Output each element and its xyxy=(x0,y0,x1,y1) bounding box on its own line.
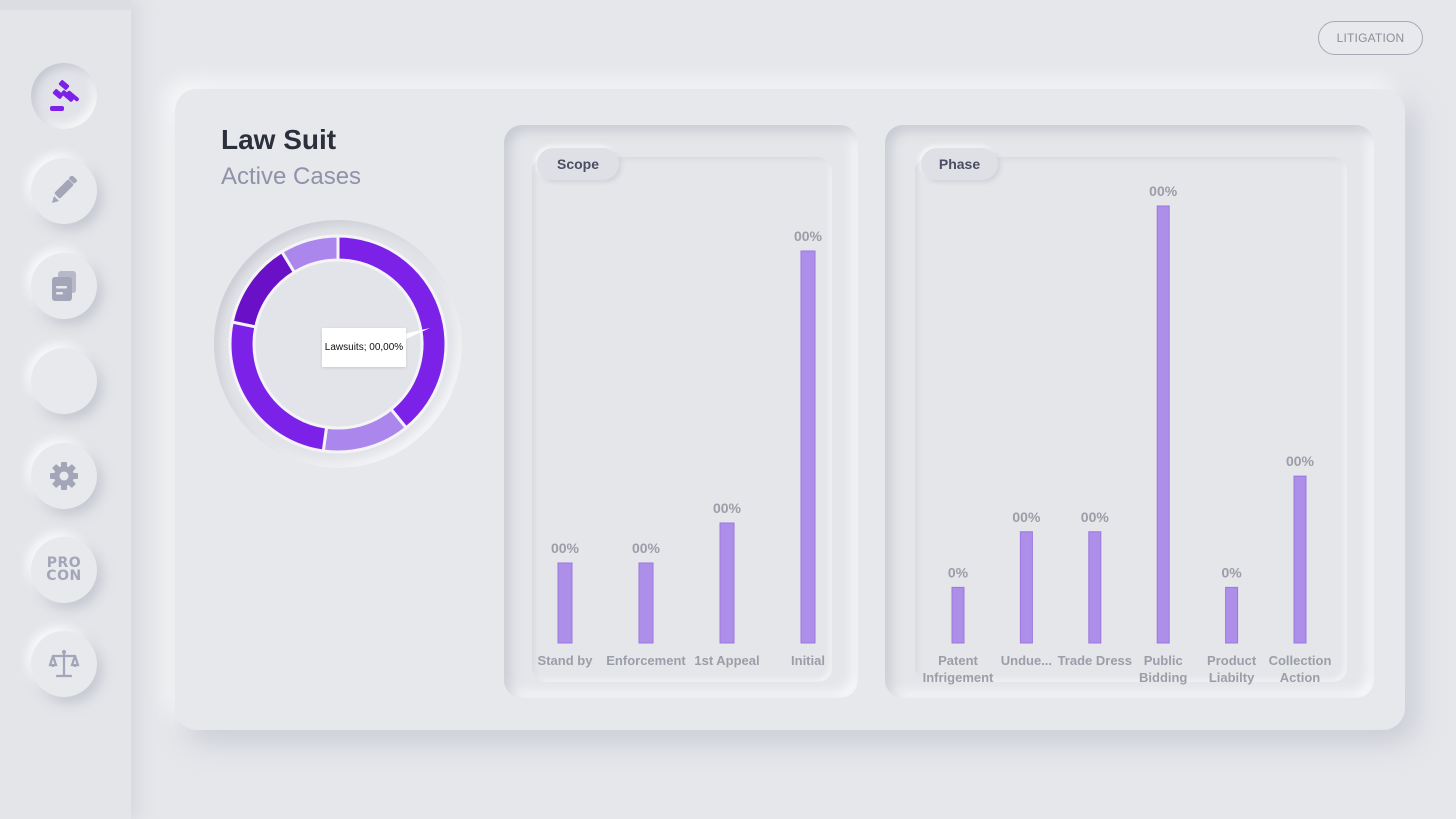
sidebar-item-blank[interactable] xyxy=(31,348,97,414)
scope-panel-inner xyxy=(532,157,832,682)
sidebar-item-justice[interactable] xyxy=(31,631,97,697)
procon-label-top: PRO xyxy=(46,555,82,571)
scope-panel xyxy=(504,125,858,698)
sidebar-item-edit[interactable] xyxy=(31,158,97,224)
page-subtitle: Active Cases xyxy=(221,163,362,190)
donut-slice[interactable] xyxy=(230,249,297,329)
sidebar-top-strip xyxy=(0,0,131,10)
scales-icon xyxy=(48,648,80,680)
sidebar-item-settings[interactable] xyxy=(31,443,97,509)
procon-label-bottom: CON xyxy=(46,568,82,584)
donut-tooltip: Lawsuits; 00,00% xyxy=(322,328,406,367)
sidebar: PRO CON xyxy=(0,0,131,819)
sidebar-item-procon[interactable]: PRO CON xyxy=(31,537,97,603)
donut-slice[interactable] xyxy=(321,407,409,454)
documents-icon xyxy=(49,269,79,303)
scope-tab[interactable]: Scope xyxy=(537,148,619,180)
pencil-icon xyxy=(49,176,79,206)
sidebar-item-documents[interactable] xyxy=(31,253,97,319)
procon-icon: PRO CON xyxy=(46,555,82,584)
donut-chart xyxy=(228,234,448,454)
phase-panel xyxy=(885,125,1374,698)
gavel-icon xyxy=(46,78,82,114)
gear-icon xyxy=(49,461,79,491)
tooltip-pointer xyxy=(404,328,430,340)
phase-panel-inner xyxy=(915,157,1347,682)
phase-tab[interactable]: Phase xyxy=(921,148,998,180)
donut-slice[interactable] xyxy=(279,234,340,275)
donut-slice[interactable] xyxy=(228,320,329,453)
sidebar-item-lawsuit[interactable] xyxy=(31,63,97,129)
page-title: Law Suit xyxy=(221,124,337,155)
litigation-button[interactable]: LITIGATION xyxy=(1318,21,1423,55)
